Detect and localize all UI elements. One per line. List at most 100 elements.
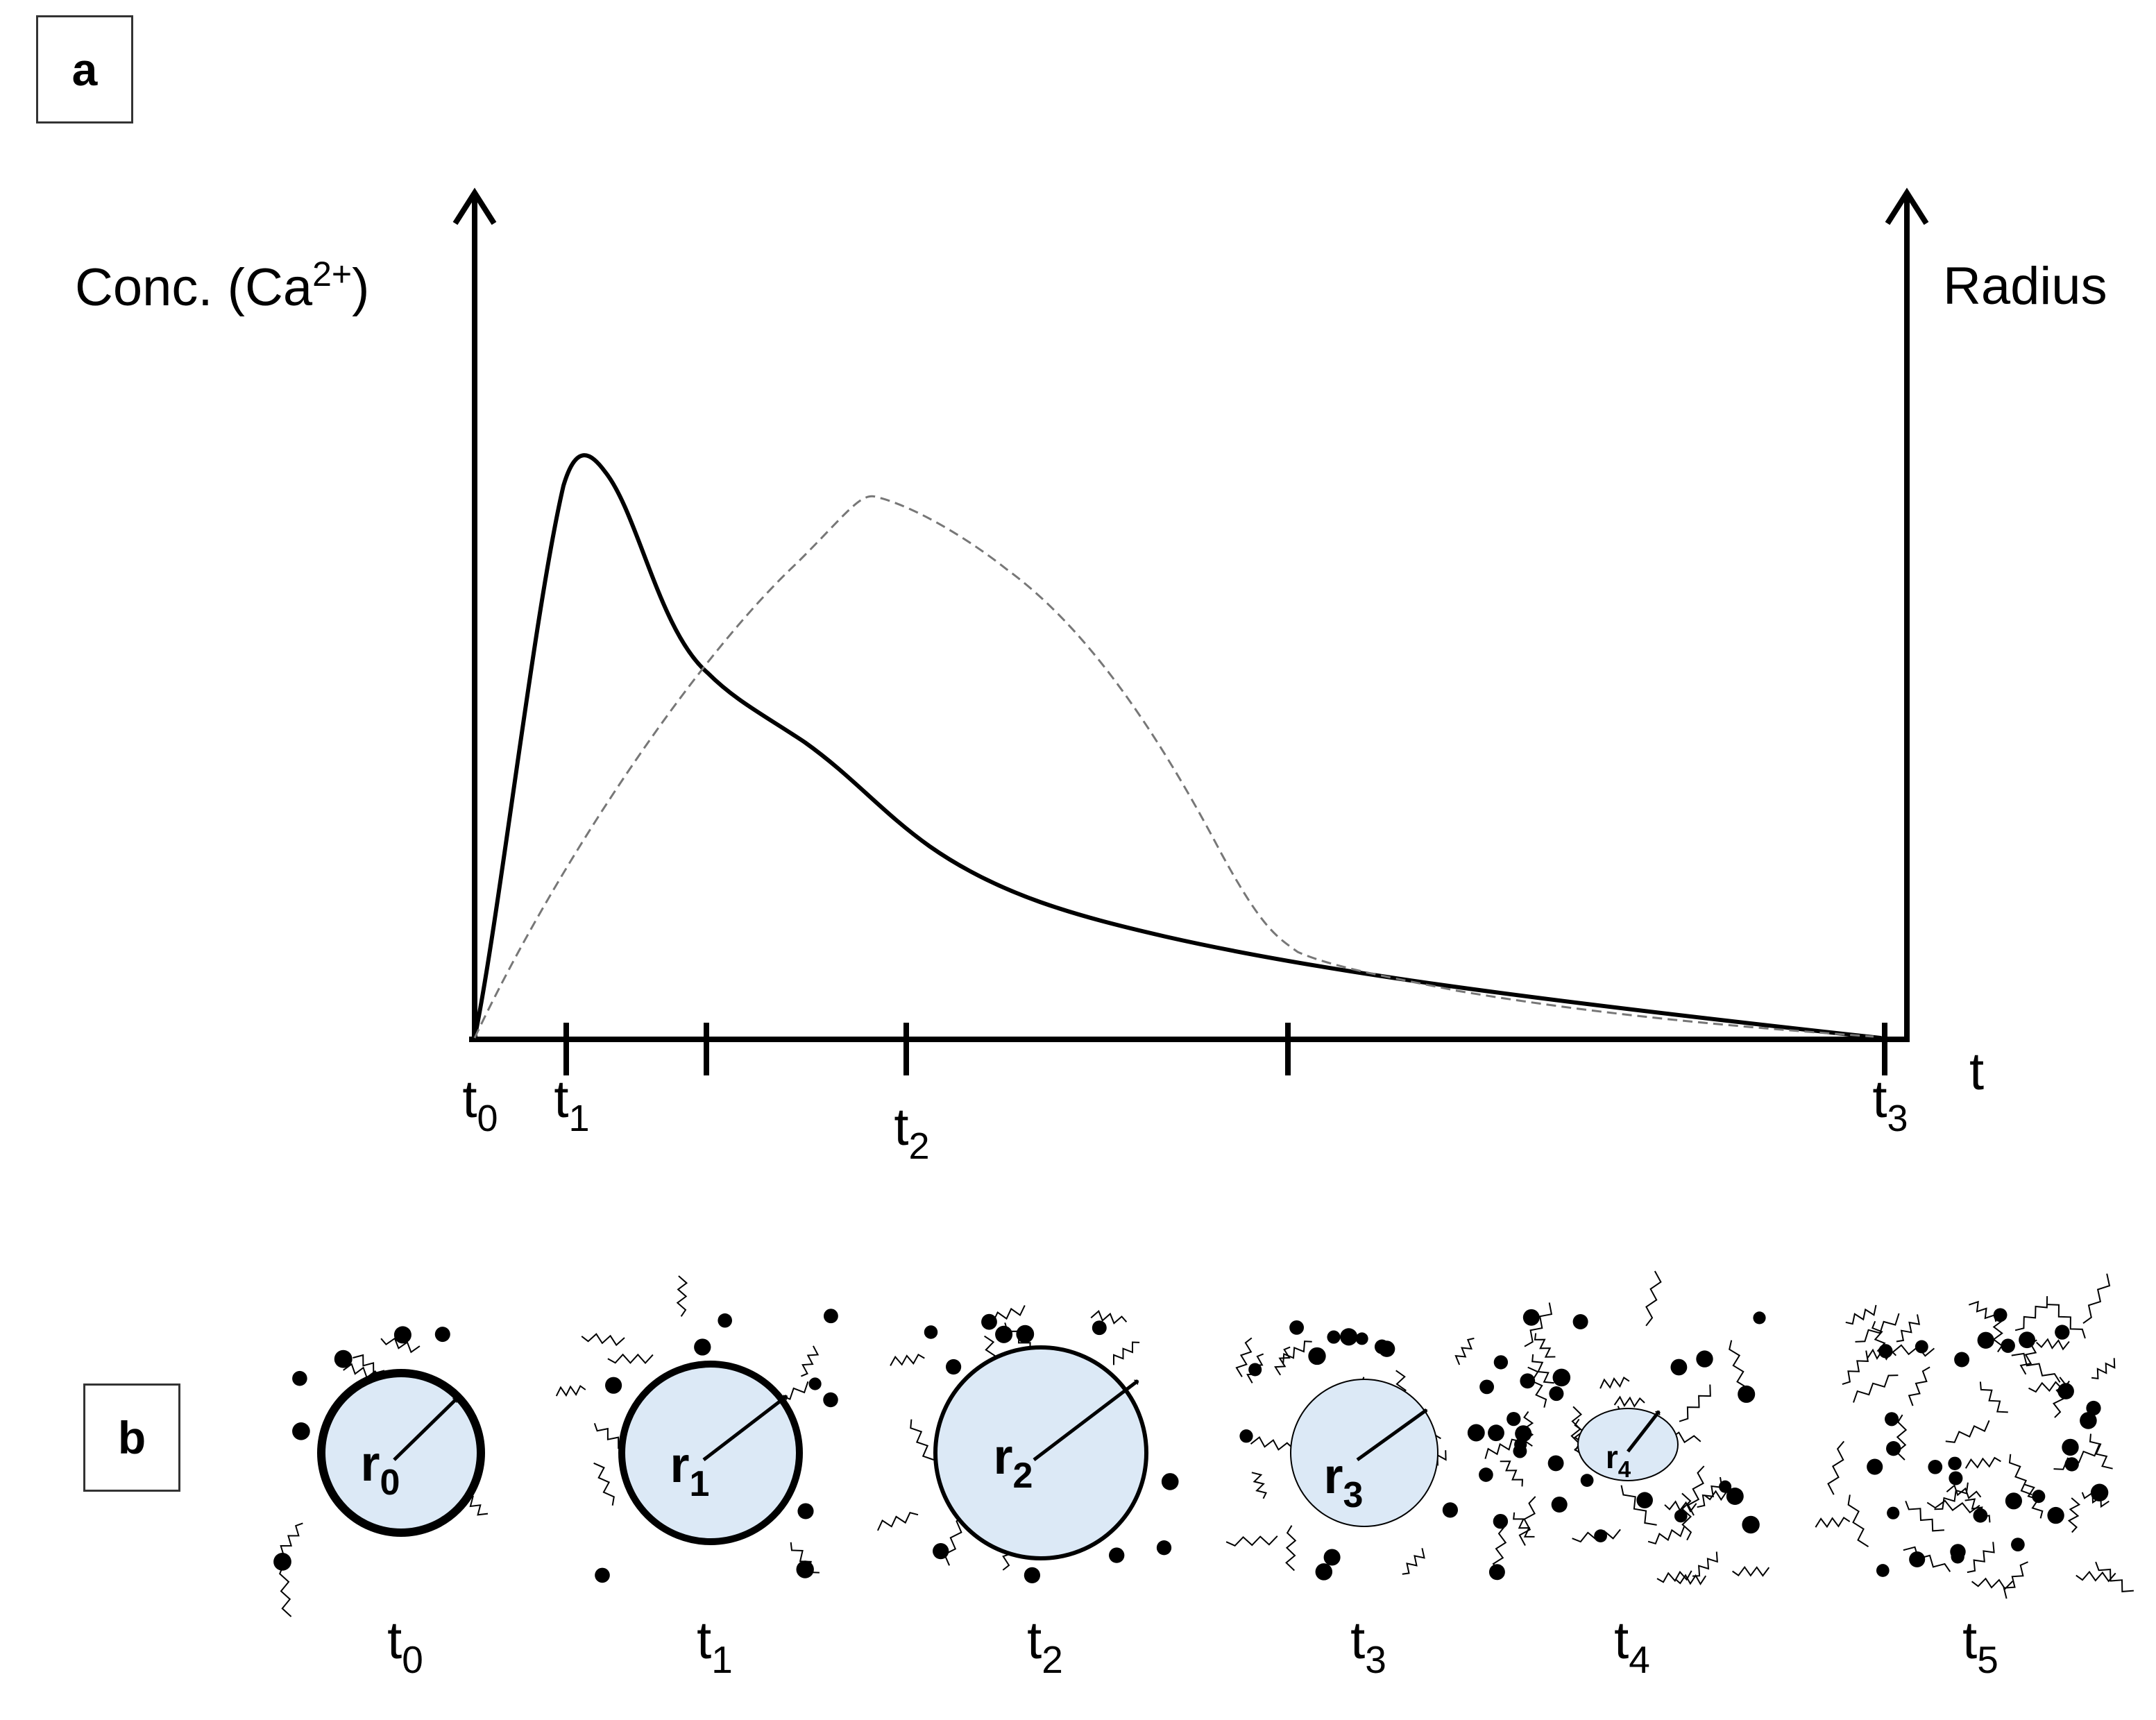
stage-1-molecules xyxy=(555,1275,838,1583)
molecule-dot xyxy=(1753,1311,1766,1325)
molecule-chain xyxy=(607,1353,654,1364)
molecule-dot xyxy=(1092,1320,1107,1336)
molecule-chain xyxy=(790,1542,820,1574)
radius-arrow-3 xyxy=(1356,1408,1428,1462)
molecule-dot xyxy=(1909,1551,1926,1568)
molecule-dot xyxy=(605,1377,622,1394)
molecule-chain xyxy=(1964,1498,1991,1523)
molecule-dot xyxy=(1340,1328,1358,1346)
molecule-dot xyxy=(2011,1538,2025,1551)
molecule-dot xyxy=(1674,1509,1688,1523)
molecule-chain xyxy=(1090,1310,1128,1325)
molecule-dot xyxy=(1885,1412,1899,1427)
molecule-chain xyxy=(1845,1304,1877,1325)
radius-label-1: r1 xyxy=(670,1438,710,1504)
molecule-dot xyxy=(2055,1325,2070,1340)
molecule-dot xyxy=(1867,1458,1883,1475)
tick-label-0: t0 xyxy=(462,1070,498,1139)
molecule-dot xyxy=(1156,1540,1172,1556)
molecule-chain xyxy=(1697,1476,1723,1508)
molecule-chain xyxy=(1732,1566,1770,1577)
radius-curve xyxy=(473,495,1874,1039)
molecule-chain xyxy=(279,1564,292,1617)
molecule-chain xyxy=(2052,1377,2068,1418)
time-label-4: t4 xyxy=(1614,1611,1650,1681)
molecule-dot xyxy=(1467,1424,1485,1442)
molecule-dot xyxy=(933,1542,949,1560)
tick-label-1: t1 xyxy=(554,1070,589,1139)
stage-decorations xyxy=(273,1270,2134,1617)
molecule-dot xyxy=(995,1325,1013,1343)
radius-label-2: r2 xyxy=(994,1429,1033,1496)
molecule-chain xyxy=(943,1513,965,1566)
molecule-dot xyxy=(393,1326,411,1344)
molecule-dot xyxy=(434,1327,450,1343)
molecule-chain xyxy=(1926,1499,1980,1514)
molecule-chain xyxy=(1274,1346,1291,1376)
molecule-dot xyxy=(797,1503,814,1519)
molecule-chain xyxy=(1282,1340,1312,1365)
molecule-chain xyxy=(1620,1485,1657,1526)
x-axis-tick-labels: t0 t1 t2 t3 xyxy=(462,1070,1908,1167)
molecule-chain xyxy=(593,1462,615,1506)
molecule-chain xyxy=(1113,1341,1140,1365)
molecule-dot xyxy=(981,1313,997,1330)
molecule-chain xyxy=(1967,1542,1995,1574)
molecule-chain xyxy=(1647,1526,1686,1545)
molecule-dot xyxy=(595,1567,610,1583)
molecule-dot xyxy=(2032,1490,2046,1504)
stage-3: r3 t3 xyxy=(1290,1379,1438,1681)
panel-a-axes xyxy=(452,187,1929,1042)
molecule-chain xyxy=(1704,1490,1739,1501)
molecule-chain xyxy=(1251,1472,1267,1499)
tick-label-5: t3 xyxy=(1872,1070,1908,1139)
molecule-dot xyxy=(823,1392,838,1408)
molecule-chain xyxy=(1964,1456,2001,1469)
stage-5: t5 xyxy=(1962,1611,1998,1681)
molecule-chain xyxy=(1285,1525,1297,1572)
molecule-chain xyxy=(1853,1374,1899,1403)
molecule-dot xyxy=(273,1553,291,1571)
molecule-dot xyxy=(2062,1438,2079,1456)
molecule-chain xyxy=(2014,1296,2048,1331)
molecule-chain xyxy=(1903,1546,1951,1572)
molecule-dot xyxy=(1876,1564,1890,1577)
molecule-chain xyxy=(2011,1352,2061,1383)
molecule-dot xyxy=(1479,1379,1495,1395)
time-label-1: t1 xyxy=(697,1611,733,1681)
molecule-dot xyxy=(1951,1550,1964,1564)
molecule-dot xyxy=(2086,1400,2101,1416)
molecule-chain xyxy=(1945,1420,1990,1443)
right-y-axis-arrowhead xyxy=(1885,187,1929,225)
stage-4: r4 t4 xyxy=(1577,1408,1679,1681)
molecule-chain xyxy=(1946,1484,1982,1499)
molecule-chain xyxy=(2067,1497,2081,1533)
radius-label-0: r0 xyxy=(361,1436,400,1503)
molecule-dot xyxy=(1928,1459,1943,1474)
molecule-chain xyxy=(1681,1492,1692,1541)
molecule-chain xyxy=(2089,1433,2113,1470)
radius-arrow-2 xyxy=(1033,1379,1139,1461)
molecule-chain xyxy=(1534,1333,1556,1358)
molecule-dot xyxy=(1488,1424,1504,1442)
molecule-dot xyxy=(1993,1308,2008,1322)
molecule-chain xyxy=(2036,1338,2070,1351)
molecule-chain xyxy=(1871,1320,1888,1356)
molecule-dot xyxy=(292,1422,310,1440)
molecule-chain xyxy=(1896,1314,1921,1343)
molecule-dot xyxy=(1024,1567,1041,1584)
molecule-chain xyxy=(1674,1574,1707,1585)
molecule-dot xyxy=(1670,1359,1688,1376)
molecule-chain xyxy=(1679,1384,1711,1422)
molecule-dot xyxy=(1547,1455,1564,1472)
stages: r0 t0 r1 t1 r2 t2 r3 t3 r4 t4 t5 xyxy=(317,1345,1998,1681)
tick-label-3: t2 xyxy=(894,1098,929,1167)
molecule-dot xyxy=(1161,1473,1179,1490)
time-label-2: t2 xyxy=(1027,1611,1063,1681)
molecule-chain xyxy=(1500,1461,1524,1487)
molecule-dot xyxy=(1948,1456,1962,1471)
stage-2: r2 t2 xyxy=(933,1345,1148,1681)
molecule-dot xyxy=(2001,1338,2015,1353)
molecule-dot xyxy=(1915,1340,1928,1354)
molecule-dot xyxy=(1551,1496,1568,1513)
